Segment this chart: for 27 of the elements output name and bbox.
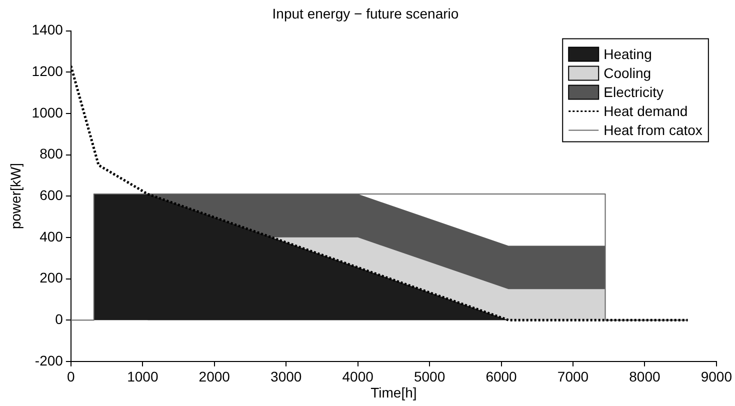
y-tick-label: 200 bbox=[40, 270, 64, 286]
x-tick-label: 2000 bbox=[198, 368, 230, 385]
x-tick-label: 3000 bbox=[270, 368, 302, 385]
x-tick-label: 7000 bbox=[557, 368, 589, 385]
x-tick-label: 1000 bbox=[127, 368, 158, 385]
x-tick-label: 0 bbox=[67, 368, 76, 385]
x-tick-label: 4000 bbox=[342, 368, 374, 385]
legend-label: Heat demand bbox=[604, 103, 688, 120]
y-axis-title: power[kW] bbox=[7, 163, 24, 230]
legend-label: Heat from catox bbox=[604, 122, 702, 138]
y-tick-label: 600 bbox=[40, 186, 64, 203]
chart-title: Input energy − future scenario bbox=[272, 5, 459, 22]
x-tick-label: 8000 bbox=[629, 368, 660, 385]
legend-label: Cooling bbox=[604, 65, 652, 82]
x-tick-label: 6000 bbox=[486, 368, 518, 385]
y-tick-label: 1000 bbox=[32, 104, 64, 120]
x-tick-label: 5000 bbox=[414, 368, 446, 385]
x-tick-label: 9000 bbox=[700, 368, 732, 385]
y-tick-label: 0 bbox=[55, 310, 64, 327]
legend-label: Heating bbox=[604, 46, 652, 62]
legend-label: Electricity bbox=[604, 84, 664, 100]
y-tick-label: 1400 bbox=[32, 22, 64, 38]
x-axis-title: Time[h] bbox=[370, 384, 417, 400]
y-tick-label: -200 bbox=[34, 352, 64, 368]
y-tick-label: 800 bbox=[40, 146, 64, 162]
y-tick-label: 1200 bbox=[32, 62, 64, 79]
y-tick-label: 400 bbox=[40, 228, 64, 244]
